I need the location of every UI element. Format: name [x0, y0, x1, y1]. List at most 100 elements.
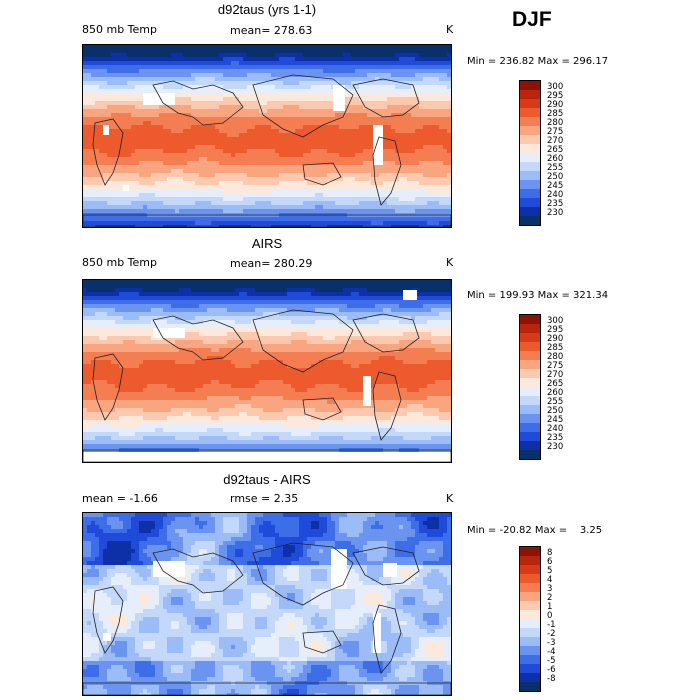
field-cell: [363, 225, 367, 227]
field-cell: [331, 225, 335, 227]
field-cell: [335, 153, 339, 157]
field-cell: [199, 205, 203, 209]
field-cell: [191, 49, 195, 53]
field-cell: [83, 149, 87, 153]
field-cell: [207, 193, 211, 197]
field-cell: [143, 169, 147, 173]
field-cell: [447, 181, 451, 185]
field-cell: [419, 153, 423, 157]
field-cell: [275, 288, 279, 292]
field-cell: [327, 73, 331, 77]
field-cell: [155, 65, 159, 69]
field-cell: [355, 117, 359, 121]
field-cell: [247, 49, 251, 53]
field-cell: [207, 57, 211, 61]
field-cell: [87, 141, 91, 145]
field-cell: [391, 137, 395, 141]
field-cell: [343, 197, 347, 201]
field-cell: [303, 49, 307, 53]
field-cell: [175, 73, 179, 77]
field-cell: [371, 65, 375, 69]
field-cell: [147, 225, 151, 227]
field-cell: [443, 296, 447, 300]
field-cell: [219, 209, 223, 213]
field-cell: [359, 173, 363, 177]
field-cell: [439, 157, 443, 161]
field-cell: [219, 113, 223, 117]
field-cell: [143, 193, 147, 197]
field-cell: [443, 97, 447, 101]
field-cell: [175, 173, 179, 177]
field-cell: [335, 173, 339, 177]
field-cell: [199, 280, 203, 284]
field-cell: [207, 209, 211, 213]
field-cell: [335, 125, 339, 129]
field-cell: [219, 304, 223, 308]
field-cell: [343, 280, 347, 284]
field-cell: [191, 141, 195, 145]
field-cell: [415, 201, 419, 205]
field-cell: [287, 113, 291, 117]
field-cell: [363, 193, 367, 197]
field-cell: [347, 153, 351, 157]
field-cell: [283, 280, 287, 284]
field-cell: [367, 73, 371, 77]
field-cell: [275, 81, 279, 85]
field-cell: [139, 89, 143, 93]
field-cell: [91, 173, 95, 177]
field-cell: [387, 53, 391, 57]
field-cell: [195, 217, 199, 221]
field-cell: [135, 280, 139, 284]
field-cell: [207, 65, 211, 69]
field-cell: [407, 65, 411, 69]
field-cell: [431, 205, 435, 209]
field-cell: [259, 105, 263, 109]
field-cell: [423, 189, 427, 193]
field-cell: [283, 77, 287, 81]
field-cell: [91, 284, 95, 288]
field-cell: [379, 304, 383, 308]
field-cell: [235, 205, 239, 209]
field-cell: [199, 153, 203, 157]
field-cell: [283, 93, 287, 97]
field-cell: [347, 89, 351, 93]
field-cell: [279, 45, 283, 49]
field-cell: [207, 173, 211, 177]
field-cell: [131, 93, 135, 97]
field-cell: [395, 57, 399, 61]
field-cell: [235, 177, 239, 181]
field-cell: [235, 181, 239, 185]
field-cell: [203, 65, 207, 69]
field-cell: [267, 201, 271, 205]
field-cell: [439, 205, 443, 209]
field-cell: [227, 65, 231, 69]
field-cell: [183, 189, 187, 193]
field-cell: [159, 149, 163, 153]
field-cell: [119, 296, 123, 300]
field-cell: [315, 57, 319, 61]
field-cell: [155, 209, 159, 213]
field-cell: [383, 93, 387, 97]
field-cell: [211, 57, 215, 61]
field-cell: [239, 117, 243, 121]
field-cell: [323, 125, 327, 129]
field-cell: [115, 165, 119, 169]
field-cell: [111, 81, 115, 85]
field-cell: [395, 300, 399, 304]
field-cell: [199, 73, 203, 77]
field-cell: [335, 169, 339, 173]
field-cell: [423, 49, 427, 53]
field-cell: [87, 169, 91, 173]
field-cell: [131, 113, 135, 117]
field-cell: [119, 101, 123, 105]
field-cell: [443, 45, 447, 49]
field-cell: [87, 113, 91, 117]
field-cell: [331, 177, 335, 181]
field-cell: [351, 161, 355, 165]
field-cell: [131, 69, 135, 73]
field-cell: [383, 137, 387, 141]
field-cell: [251, 113, 255, 117]
field-cell: [91, 125, 95, 129]
field-cell: [215, 193, 219, 197]
field-cell: [147, 117, 151, 121]
